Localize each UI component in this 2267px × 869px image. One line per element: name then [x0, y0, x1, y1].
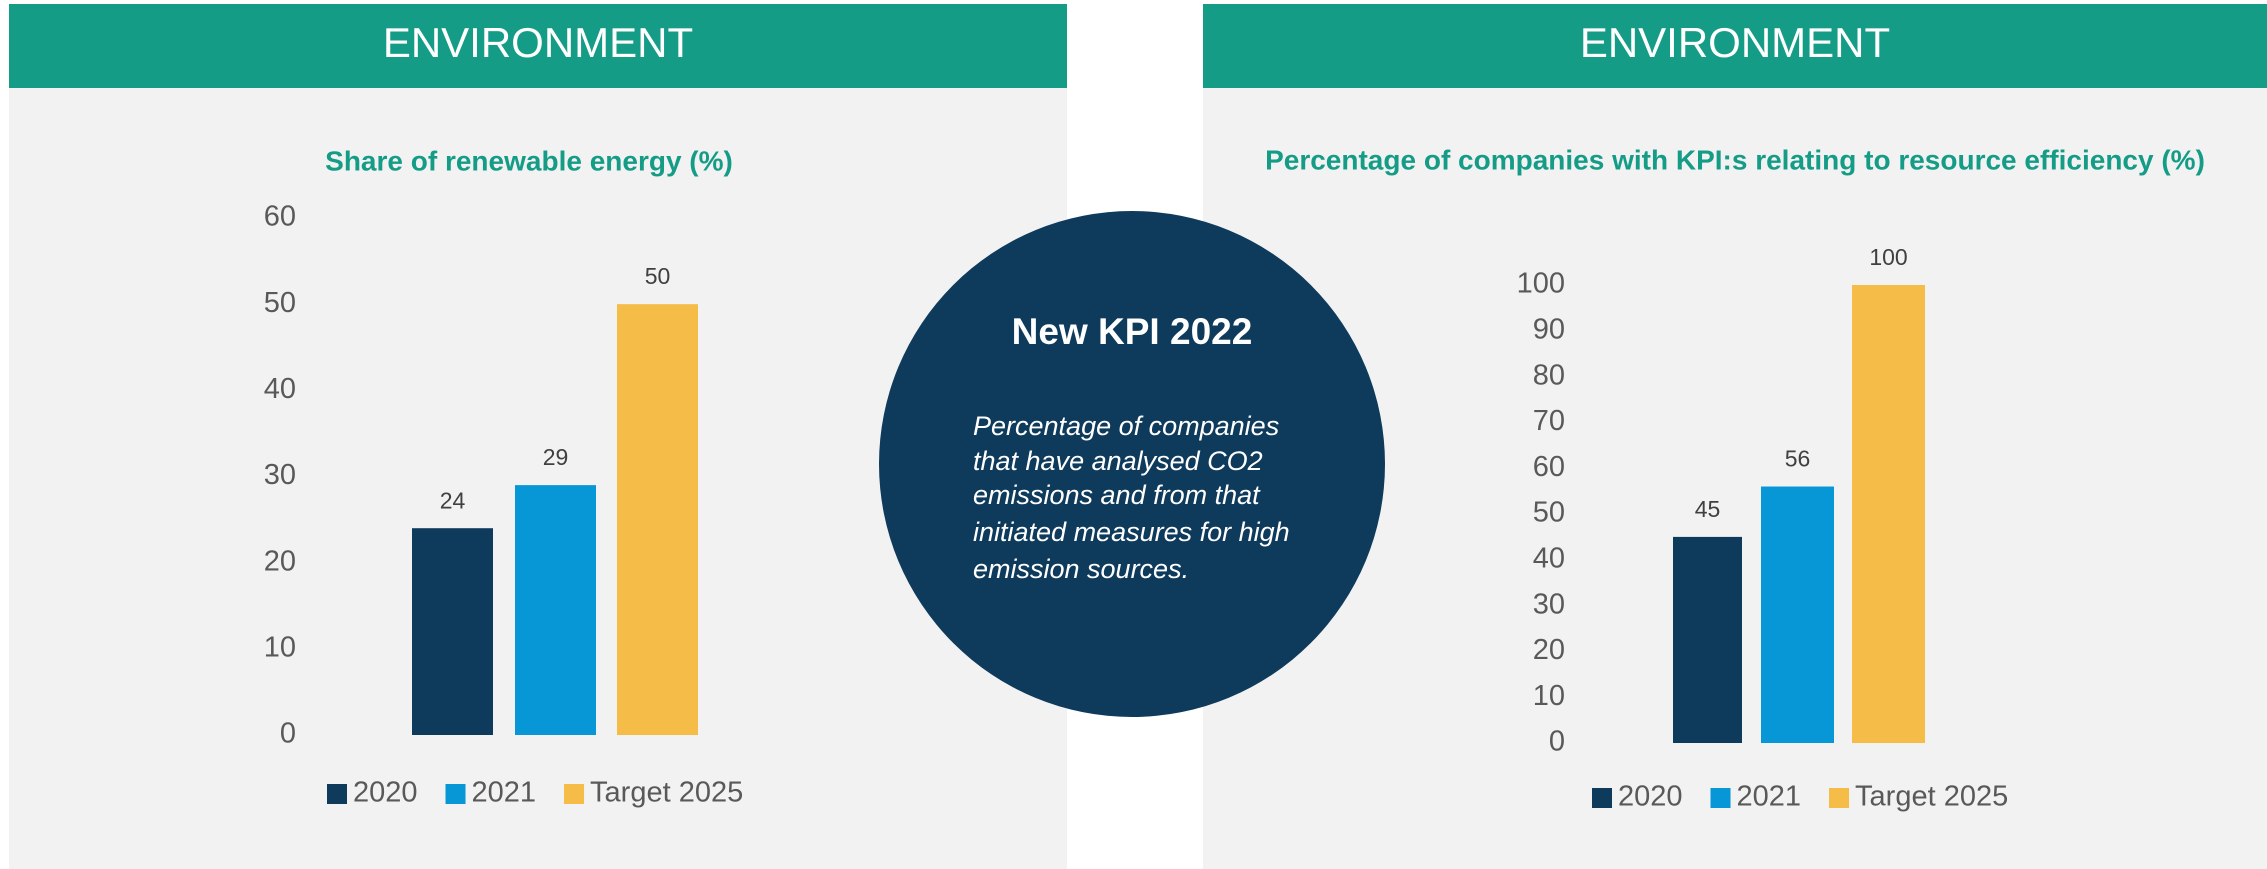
y-tick-label: 40 [264, 373, 296, 405]
panel-header [9, 4, 1067, 88]
callout-text: Percentage of companies that have analyse… [973, 411, 1290, 584]
callout-line: emissions and from that [973, 480, 1261, 510]
y-tick-label: 40 [1533, 542, 1565, 574]
y-tick-label: 20 [1533, 634, 1565, 666]
callout-line: Percentage of companies [973, 411, 1279, 441]
legend-label: Target 2025 [590, 777, 743, 809]
legend-swatch [564, 784, 585, 804]
data-label: 45 [1695, 496, 1721, 522]
y-tick-label: 60 [1533, 451, 1565, 483]
y-tick-label: 50 [1533, 497, 1565, 529]
legend-label: 2020 [1618, 781, 1683, 813]
y-tick-label: 70 [1533, 405, 1565, 437]
y-tick-label: 10 [1533, 680, 1565, 712]
callout-circle [879, 211, 1385, 717]
legend-label: Target 2025 [1855, 781, 2008, 813]
y-tick-label: 50 [264, 287, 296, 319]
callout-line: initiated measures for high [973, 517, 1290, 547]
y-tick-label: 100 [1517, 268, 1565, 300]
bar [1761, 486, 1834, 743]
legend-swatch [327, 784, 347, 804]
legend-label: 2021 [472, 777, 537, 809]
y-tick-label: 20 [264, 545, 296, 577]
legend-label: 2020 [353, 777, 418, 809]
legend-label: 2021 [1737, 781, 1802, 813]
y-tick-label: 30 [264, 459, 296, 491]
bar [1673, 536, 1742, 743]
legend-swatch [1592, 788, 1612, 808]
y-tick-label: 0 [1549, 726, 1565, 758]
data-label: 56 [1785, 446, 1811, 472]
y-tick-label: 90 [1533, 313, 1565, 345]
data-label: 100 [1869, 244, 1907, 270]
bar [1852, 285, 1925, 743]
callout-title: New KPI 2022 [1012, 311, 1253, 352]
y-tick-label: 80 [1533, 359, 1565, 391]
panel-header-text: ENVIRONMENT [383, 19, 693, 66]
bar [617, 304, 698, 735]
legend-swatch [1710, 788, 1731, 808]
bar [412, 528, 493, 735]
data-label: 50 [645, 263, 671, 289]
y-tick-label: 60 [264, 201, 296, 233]
panel-header-text: ENVIRONMENT [1580, 19, 1890, 66]
y-tick-label: 30 [1533, 588, 1565, 620]
callout-line: emission sources. [973, 554, 1189, 584]
legend-swatch [1829, 788, 1850, 808]
panel-header [1203, 4, 2267, 88]
callout-line: that have analysed CO2 [973, 446, 1263, 476]
bar [515, 485, 596, 735]
chart-title: Percentage of companies with KPI:s relat… [1265, 144, 2205, 175]
y-tick-label: 0 [280, 718, 296, 750]
data-label: 29 [543, 444, 569, 470]
y-tick-label: 10 [264, 631, 296, 663]
chart-title: Share of renewable energy (%) [325, 145, 733, 176]
legend-swatch [445, 784, 466, 804]
data-label: 24 [440, 487, 466, 513]
